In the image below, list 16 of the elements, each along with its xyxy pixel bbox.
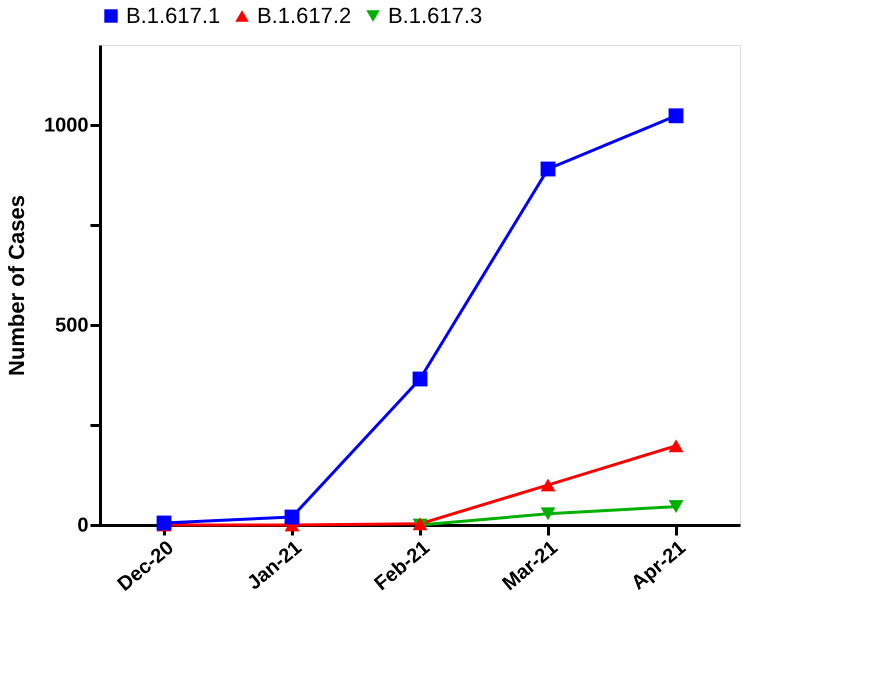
y-axis-title: Number of Cases [4, 195, 30, 376]
point [284, 510, 300, 524]
legend-label: B.1.617.2 [257, 3, 352, 28]
point [668, 500, 684, 514]
point [156, 516, 172, 530]
point [540, 478, 556, 492]
point [412, 372, 428, 386]
point [668, 108, 684, 124]
point [540, 162, 556, 176]
point [540, 507, 556, 520]
legend-label: B.1.617.1 [126, 3, 220, 28]
legend-label: B.1.617.3 [388, 3, 482, 28]
y-tick-label: 1000 [44, 114, 88, 136]
point [668, 439, 684, 452]
y-tick-label: 0 [77, 514, 88, 536]
y-tick-label: 500 [55, 314, 88, 336]
